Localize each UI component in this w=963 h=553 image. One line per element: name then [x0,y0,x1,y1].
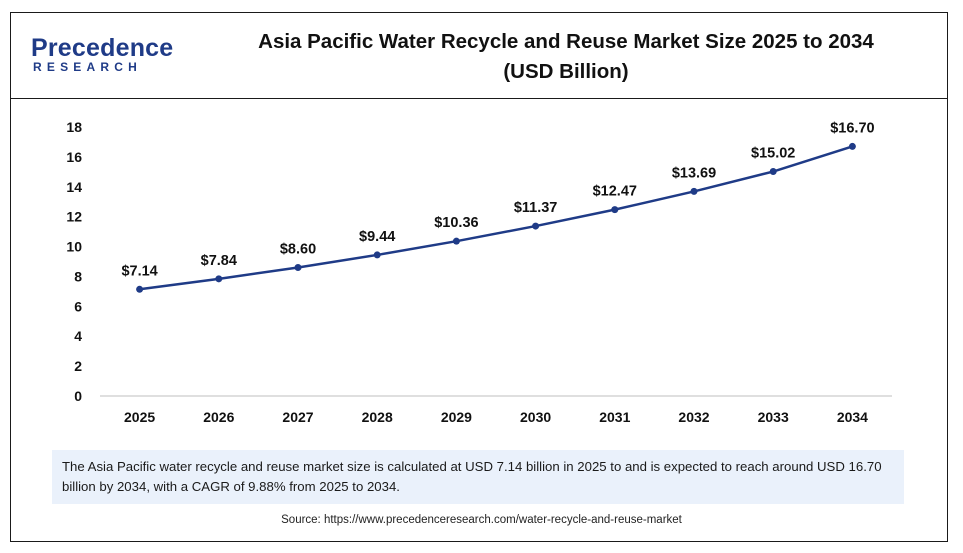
x-tick-label: 2026 [203,409,234,425]
y-axis: 0 2 4 6 8 10 12 14 16 18 [66,119,82,404]
series-line [139,145,853,291]
y-tick-label: 16 [66,149,82,165]
y-tick-label: 14 [66,179,82,195]
x-tick-label: 2029 [441,409,472,425]
data-label: $12.47 [593,184,637,200]
x-axis: 2025 2026 2027 2028 2029 2030 2031 2032 2033 2034 [124,409,868,425]
data-point [373,251,381,259]
data-label: $10.36 [434,215,478,231]
logo-wordmark: Precedence [31,34,174,62]
y-tick-label: 2 [74,358,82,374]
x-tick-label: 2025 [124,409,155,425]
chart-frame: Precedence RESEARCH Asia Pacific Water R… [10,12,948,542]
data-point [769,168,777,176]
chart-title-line1: Asia Pacific Water Recycle and Reuse Mar… [258,30,874,53]
chart-title-line2: (USD Billion) [503,60,629,83]
y-tick-label: 6 [74,298,82,314]
data-point [215,275,223,283]
x-tick-label: 2033 [758,409,789,425]
series-markers [136,142,856,293]
y-tick-label: 8 [74,268,82,284]
data-point [848,142,856,150]
x-tick-label: 2028 [362,409,393,425]
summary-note: The Asia Pacific water recycle and reuse… [52,450,904,504]
logo-subtitle: RESEARCH [33,60,142,74]
data-labels: $7.14 $7.84 $8.60 $9.44 $10.36 $11.37 $12.47 $1… [121,120,874,279]
data-point [452,237,460,245]
logo: Precedence RESEARCH [31,34,174,74]
data-label: $15.02 [751,146,795,162]
header: Precedence RESEARCH Asia Pacific Water R… [11,13,947,99]
x-tick-label: 2031 [599,409,630,425]
data-point [294,263,302,271]
data-label: $11.37 [514,200,558,216]
data-label: $8.60 [280,241,316,257]
y-tick-label: 0 [74,388,82,404]
chart-title: Asia Pacific Water Recycle and Reuse Mar… [201,27,931,87]
data-label: $13.69 [672,165,716,181]
x-tick-label: 2027 [282,409,313,425]
y-tick-label: 10 [66,239,82,255]
y-tick-label: 4 [74,328,82,344]
x-tick-label: 2032 [678,409,709,425]
x-tick-label: 2030 [520,409,551,425]
data-label: $16.70 [830,120,874,136]
line-chart: 0 2 4 6 8 10 12 14 16 18 2025 2026 2027 2028 2029 2030… [66,119,892,425]
data-label: $7.84 [201,253,237,269]
y-tick-label: 18 [66,119,82,135]
source-text: Source: https://www.precedenceresearch.c… [281,514,682,526]
x-tick-label: 2034 [837,409,868,425]
data-label: $9.44 [359,229,395,245]
data-point [532,222,540,230]
data-label: $7.14 [121,263,157,279]
data-point [136,285,144,293]
data-point [611,206,619,214]
data-point [690,187,698,195]
y-tick-label: 12 [66,209,82,225]
